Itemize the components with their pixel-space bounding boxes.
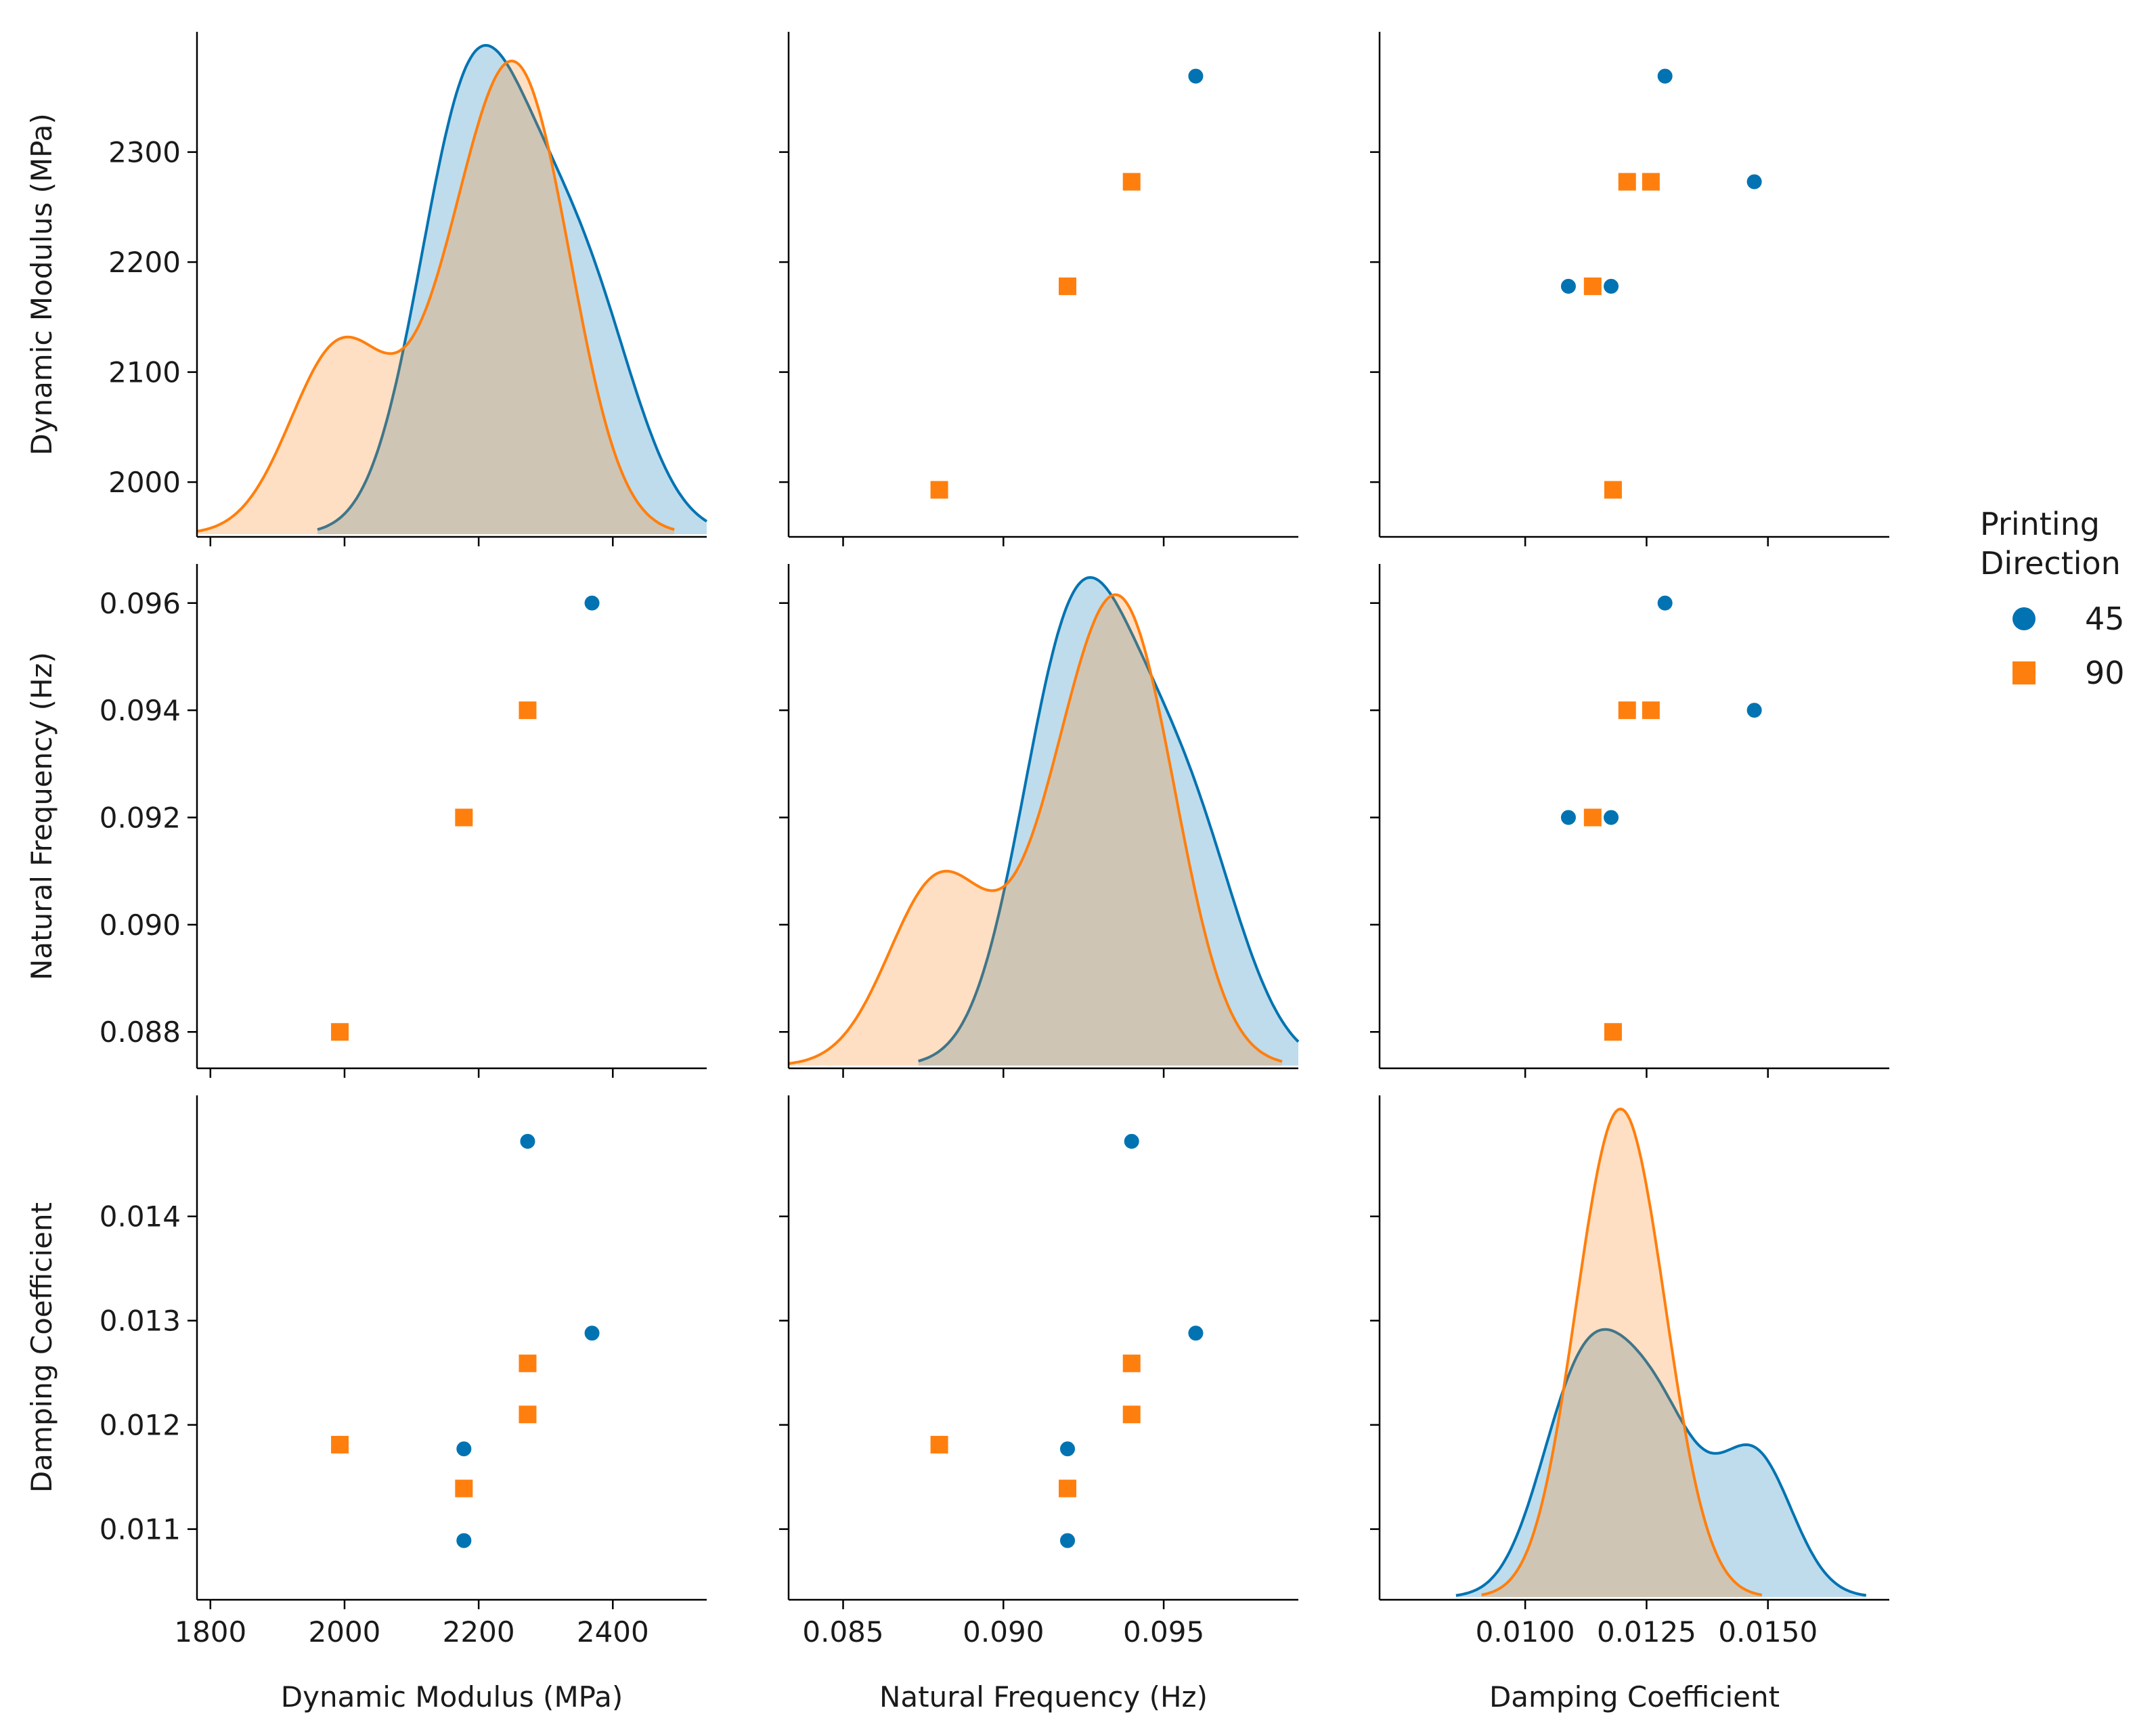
panel-damping-vs-frequency: 0.085 0.090 0.095 Natural Frequency (Hz) <box>779 1095 1298 1713</box>
x-tick-label: 0.085 <box>802 1615 883 1648</box>
point-90-0 <box>1640 700 1661 721</box>
point-90-0 <box>517 1353 538 1374</box>
x-tick-label: 0.0100 <box>1476 1615 1575 1648</box>
y-tick-label: 0.012 <box>100 1409 181 1442</box>
point-45-3 <box>1602 277 1621 295</box>
point-90-1 <box>1616 700 1637 721</box>
kde-line-damping-45 <box>1455 1328 1867 1597</box>
legend-label-45: 45 <box>2085 601 2125 637</box>
point-45-1 <box>519 1132 537 1150</box>
kde-fill-frequency-45 <box>918 577 1298 1066</box>
point-90-1 <box>517 700 538 721</box>
point-45-2 <box>455 1531 473 1550</box>
y-tick-label: 0.092 <box>100 802 181 835</box>
kde-fill-modulus-45 <box>317 45 707 534</box>
point-90-2 <box>1582 276 1603 297</box>
point-90-3 <box>929 1434 950 1455</box>
y-tick-label: 0.096 <box>100 587 181 620</box>
x-tick-label: 2000 <box>309 1615 381 1648</box>
point-90-0 <box>1640 171 1661 192</box>
panel-modulus-vs-frequency <box>779 32 1298 546</box>
panel-frequency-vs-frequency <box>779 564 1300 1078</box>
point-45-0 <box>1187 1324 1205 1342</box>
kde-line-damping-90 <box>1481 1107 1763 1596</box>
legend-title: Direction <box>1980 545 2121 582</box>
point-45-1 <box>1745 173 1763 191</box>
panel-frequency-vs-modulus: 0.088 0.090 0.092 0.094 0.096 Natural Frequen… <box>25 564 707 1078</box>
y-tick-label: 0.090 <box>100 909 181 942</box>
point-90-3 <box>929 479 950 500</box>
point-90-3 <box>330 1022 351 1043</box>
point-45-0 <box>1656 67 1674 85</box>
kde-line-modulus-45 <box>317 43 708 531</box>
y-tick-label: 2000 <box>108 466 181 499</box>
kde-line-frequency-90 <box>788 593 1283 1065</box>
legend-marker-45 <box>2012 607 2036 630</box>
y-tick-label: 0.088 <box>100 1016 181 1049</box>
point-90-2 <box>1582 807 1603 828</box>
point-90-1 <box>517 1404 538 1425</box>
point-90-1 <box>1616 171 1637 192</box>
kde-line-frequency-45 <box>918 575 1300 1063</box>
x-tick-label: 0.0125 <box>1597 1615 1696 1648</box>
x-tick-label: 0.090 <box>963 1615 1044 1648</box>
y-tick-label: 0.014 <box>100 1200 181 1233</box>
point-45-0 <box>1656 594 1674 612</box>
y-tick-label: 2200 <box>108 246 181 279</box>
x-axis-label-frequency: Natural Frequency (Hz) <box>879 1680 1208 1713</box>
point-45-1 <box>1122 1132 1141 1150</box>
point-90-2 <box>454 807 475 828</box>
x-tick-label: 1800 <box>174 1615 246 1648</box>
point-90-2 <box>454 1478 475 1499</box>
panel-modulus-vs-damping <box>1370 32 1889 546</box>
point-45-2 <box>1059 1531 1077 1550</box>
panel-damping-vs-modulus: 0.011 0.012 0.013 0.014 1800 2000 2200 2400 Dyna… <box>25 1095 707 1713</box>
point-45-3 <box>1602 808 1621 827</box>
panel-modulus-vs-modulus: 2000 2100 2200 2300 Dynamic Modulus (MPa) <box>25 32 708 546</box>
x-axis-label-modulus: Dynamic Modulus (MPa) <box>281 1680 623 1713</box>
y-axis-label-damping: Damping Coefficient <box>25 1202 58 1493</box>
kde-fill-damping-90 <box>1481 1109 1762 1597</box>
legend-label-90: 90 <box>2085 655 2125 691</box>
legend-title: Printing <box>1980 506 2100 542</box>
x-tick-label: 2400 <box>577 1615 649 1648</box>
point-45-3 <box>455 1440 473 1458</box>
y-tick-label: 0.094 <box>100 694 181 727</box>
legend-marker-90 <box>2012 661 2036 684</box>
x-tick-label: 0.0150 <box>1718 1615 1818 1648</box>
point-90-1 <box>1121 171 1142 192</box>
point-90-0 <box>1121 1353 1142 1374</box>
kde-fill-damping-45 <box>1455 1329 1866 1597</box>
point-90-1 <box>1121 1404 1142 1425</box>
y-tick-label: 0.011 <box>100 1513 181 1546</box>
point-90-2 <box>1057 1478 1078 1499</box>
kde-line-modulus-90 <box>196 59 675 533</box>
point-45-0 <box>583 594 601 612</box>
point-45-2 <box>1559 808 1577 827</box>
point-90-3 <box>1602 1022 1623 1043</box>
point-45-2 <box>1559 277 1577 295</box>
panel-damping-vs-damping: 0.0100 0.0125 0.0150 Damping Coefficient <box>1370 1095 1889 1713</box>
point-45-1 <box>1745 701 1763 720</box>
point-90-3 <box>330 1434 351 1455</box>
panel-frequency-vs-damping <box>1370 564 1889 1078</box>
y-tick-label: 2100 <box>108 356 181 389</box>
y-tick-label: 0.013 <box>100 1305 181 1338</box>
point-45-3 <box>1059 1440 1077 1458</box>
y-axis-label-frequency: Natural Frequency (Hz) <box>25 652 58 980</box>
y-axis-label-modulus: Dynamic Modulus (MPa) <box>25 113 58 456</box>
point-90-3 <box>1602 479 1623 500</box>
x-tick-label: 0.095 <box>1123 1615 1204 1648</box>
point-45-0 <box>583 1324 601 1342</box>
x-tick-label: 2200 <box>443 1615 515 1648</box>
y-tick-label: 2300 <box>108 136 181 169</box>
point-45-0 <box>1187 67 1205 85</box>
point-90-2 <box>1057 276 1078 297</box>
x-axis-label-damping: Damping Coefficient <box>1489 1680 1780 1713</box>
